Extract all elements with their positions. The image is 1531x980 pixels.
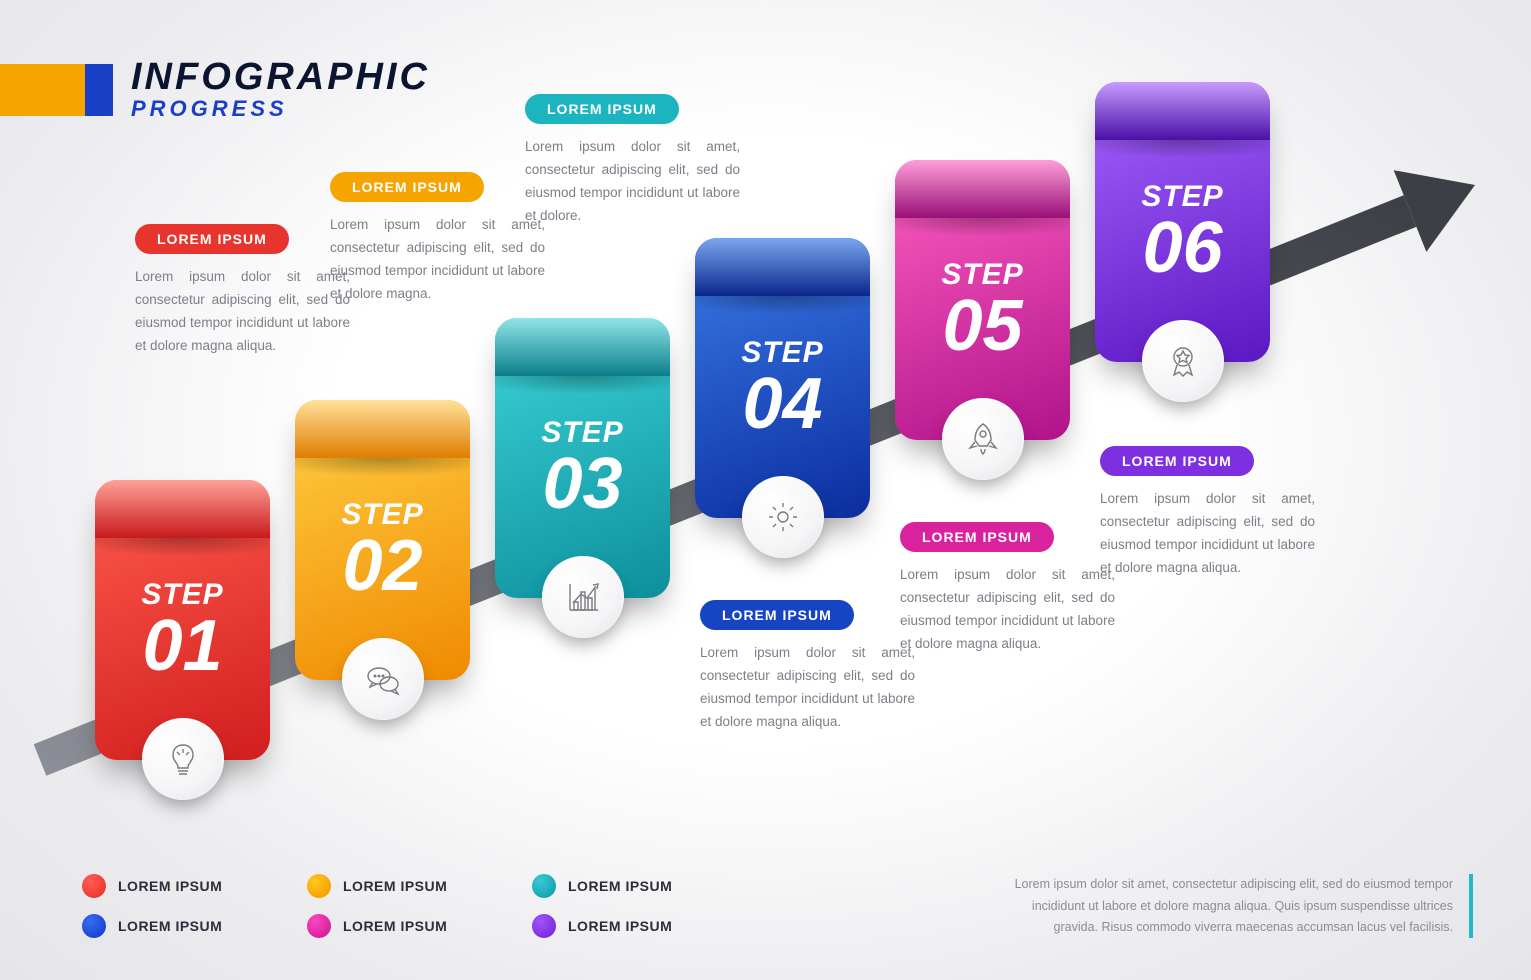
legend-label: LOREM IPSUM — [118, 878, 222, 894]
legend-label: LOREM IPSUM — [343, 878, 447, 894]
step-number: 03 — [495, 450, 670, 518]
step-paragraph: Lorem ipsum dolor sit amet, consectetur … — [900, 564, 1115, 656]
legend: LOREM IPSUM LOREM IPSUM LOREM IPSUM LORE… — [82, 874, 757, 938]
step-ribbon: STEP 05 — [895, 160, 1070, 440]
step-card-5: STEP 05 — [895, 160, 1070, 440]
legend-label: LOREM IPSUM — [568, 878, 672, 894]
step-ribbon: STEP 02 — [295, 400, 470, 680]
step-ribbon: STEP 03 — [495, 318, 670, 598]
footer-note: Lorem ipsum dolor sit amet, consectetur … — [993, 874, 1473, 938]
title-block: INFOGRAPHIC PROGRESS — [0, 58, 430, 122]
step-ribbon: STEP 06 — [1095, 82, 1270, 362]
ribbon-label: STEP 03 — [495, 416, 670, 518]
legend-item-4: LOREM IPSUM — [82, 914, 307, 938]
step-icon-disc — [942, 398, 1024, 480]
legend-dot — [307, 874, 331, 898]
ribbon-label: STEP 01 — [95, 578, 270, 680]
step-ribbon: STEP 04 — [695, 238, 870, 518]
step-text-2: LOREM IPSUM Lorem ipsum dolor sit amet, … — [330, 172, 545, 306]
legend-item-3: LOREM IPSUM — [532, 874, 757, 898]
title-sub: PROGRESS — [131, 96, 430, 122]
step-text-4: LOREM IPSUM Lorem ipsum dolor sit amet, … — [700, 600, 915, 734]
legend-dot — [82, 874, 106, 898]
step-icon-disc — [542, 556, 624, 638]
chart-icon — [563, 577, 603, 617]
step-card-1: STEP 01 — [95, 480, 270, 760]
ribbon-curl — [95, 480, 270, 538]
ribbon-label: STEP 04 — [695, 336, 870, 438]
legend-label: LOREM IPSUM — [343, 918, 447, 934]
step-icon-disc — [1142, 320, 1224, 402]
rocket-icon — [963, 419, 1003, 459]
step-pill: LOREM IPSUM — [135, 224, 289, 254]
step-pill: LOREM IPSUM — [900, 522, 1054, 552]
ribbon-curl — [495, 318, 670, 376]
step-number: 01 — [95, 612, 270, 680]
ribbon-curl — [895, 160, 1070, 218]
title-text: INFOGRAPHIC PROGRESS — [131, 58, 430, 122]
step-icon-disc — [342, 638, 424, 720]
legend-item-1: LOREM IPSUM — [82, 874, 307, 898]
step-text-5: LOREM IPSUM Lorem ipsum dolor sit amet, … — [900, 522, 1115, 656]
step-number: 02 — [295, 532, 470, 600]
step-number: 06 — [1095, 214, 1270, 282]
lightbulb-icon — [163, 739, 203, 779]
step-paragraph: Lorem ipsum dolor sit amet, consectetur … — [525, 136, 740, 228]
step-paragraph: Lorem ipsum dolor sit amet, consectetur … — [700, 642, 915, 734]
step-ribbon: STEP 01 — [95, 480, 270, 760]
chat-icon — [363, 659, 403, 699]
legend-label: LOREM IPSUM — [118, 918, 222, 934]
step-paragraph: Lorem ipsum dolor sit amet, consectetur … — [330, 214, 545, 306]
legend-dot — [82, 914, 106, 938]
step-card-3: STEP 03 — [495, 318, 670, 598]
legend-label: LOREM IPSUM — [568, 918, 672, 934]
legend-dot — [532, 914, 556, 938]
legend-item-2: LOREM IPSUM — [307, 874, 532, 898]
title-accent-blue — [85, 64, 113, 116]
step-card-4: STEP 04 — [695, 238, 870, 518]
ribbon-curl — [1095, 82, 1270, 140]
ribbon-label: STEP 06 — [1095, 180, 1270, 282]
step-text-6: LOREM IPSUM Lorem ipsum dolor sit amet, … — [1100, 446, 1315, 580]
title-accent-orange — [0, 64, 85, 116]
title-main: INFOGRAPHIC — [131, 58, 430, 96]
step-paragraph: Lorem ipsum dolor sit amet, consectetur … — [135, 266, 350, 358]
ribbon-label: STEP 02 — [295, 498, 470, 600]
step-pill: LOREM IPSUM — [330, 172, 484, 202]
step-icon-disc — [142, 718, 224, 800]
step-text-1: LOREM IPSUM Lorem ipsum dolor sit amet, … — [135, 224, 350, 358]
step-pill: LOREM IPSUM — [700, 600, 854, 630]
step-card-6: STEP 06 — [1095, 82, 1270, 362]
step-icon-disc — [742, 476, 824, 558]
step-paragraph: Lorem ipsum dolor sit amet, consectetur … — [1100, 488, 1315, 580]
legend-dot — [532, 874, 556, 898]
ribbon-label: STEP 05 — [895, 258, 1070, 360]
step-pill: LOREM IPSUM — [525, 94, 679, 124]
ribbon-curl — [695, 238, 870, 296]
step-number: 04 — [695, 370, 870, 438]
legend-item-6: LOREM IPSUM — [532, 914, 757, 938]
gear-icon — [763, 497, 803, 537]
step-card-2: STEP 02 — [295, 400, 470, 680]
ribbon-curl — [295, 400, 470, 458]
step-text-3: LOREM IPSUM Lorem ipsum dolor sit amet, … — [525, 94, 740, 228]
legend-item-5: LOREM IPSUM — [307, 914, 532, 938]
award-icon — [1163, 341, 1203, 381]
step-number: 05 — [895, 292, 1070, 360]
legend-dot — [307, 914, 331, 938]
step-pill: LOREM IPSUM — [1100, 446, 1254, 476]
